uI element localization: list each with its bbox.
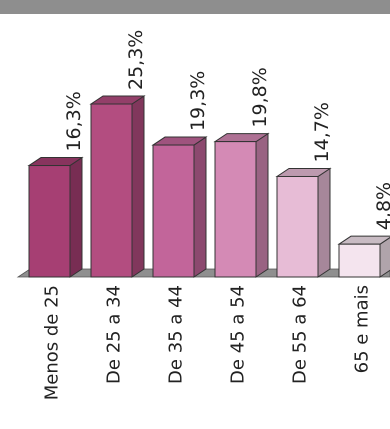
bar-top [337, 235, 390, 245]
bar-2 [89, 95, 146, 278]
bar-3 [151, 136, 208, 278]
value-label: 14,7% [311, 102, 333, 162]
category-label: De 35 a 44 [166, 285, 187, 384]
value-label: 19,8% [249, 67, 271, 127]
bar-side [193, 136, 207, 278]
bar-1 [27, 156, 84, 278]
category-label: Menos de 25 [42, 285, 63, 400]
bar-side [317, 167, 331, 278]
value-label: 25,3% [125, 30, 147, 90]
bar-5 [275, 167, 332, 278]
bar-front [152, 144, 195, 278]
bar-side [131, 95, 145, 278]
category-label: 65 e mais [352, 285, 373, 373]
value-label: 19,3% [187, 71, 209, 131]
bar-front [90, 103, 133, 278]
bar-front [214, 141, 257, 278]
bar-6 [337, 235, 390, 278]
category-label: De 45 a 54 [228, 285, 249, 384]
bar-front [276, 175, 319, 278]
category-label: De 25 a 34 [104, 285, 125, 384]
bar-front [338, 243, 381, 278]
bar-side [255, 132, 269, 278]
top-band [0, 0, 390, 14]
value-label: 16,3% [63, 91, 85, 151]
bar-side [69, 156, 83, 278]
value-label: 4,8% [373, 182, 390, 230]
bar-front [28, 165, 71, 278]
bar-4 [213, 132, 270, 278]
category-label: De 55 a 64 [290, 285, 311, 384]
